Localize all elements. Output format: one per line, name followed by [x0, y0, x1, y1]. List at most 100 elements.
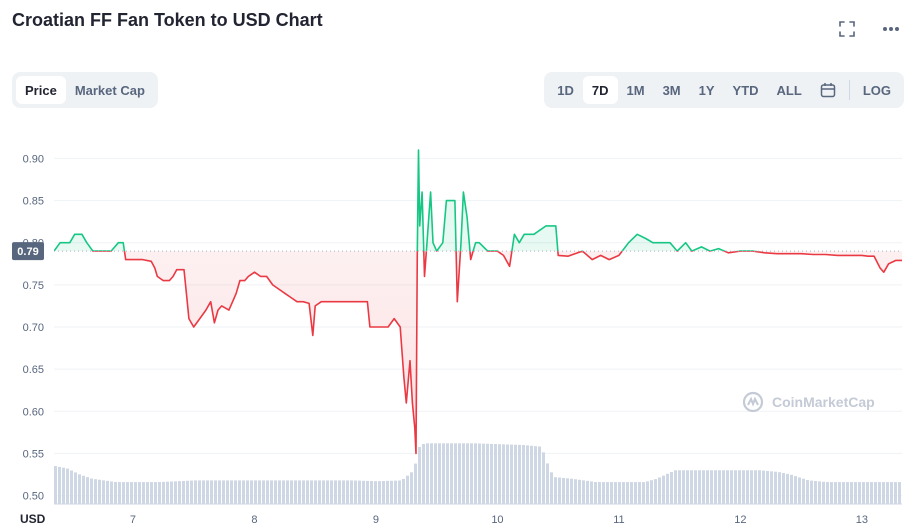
log-scale-button[interactable]: LOG [862, 82, 891, 98]
volume-bar [206, 480, 209, 504]
volume-bar [430, 443, 433, 504]
watermark: CoinMarketCap [742, 391, 875, 413]
volume-bar [766, 470, 769, 504]
volume-bar [686, 470, 689, 504]
calendar-icon[interactable] [811, 76, 845, 104]
volume-bar [398, 480, 401, 504]
volume-bar [174, 481, 177, 504]
volume-bar [726, 470, 729, 504]
volume-bar [510, 444, 513, 504]
volume-bar [94, 479, 97, 504]
volume-bar [858, 482, 861, 504]
volume-bar [538, 446, 541, 504]
volume-bar [890, 482, 893, 504]
range-all[interactable]: ALL [776, 82, 802, 98]
volume-bar [502, 444, 505, 504]
x-tick-label: 11 [613, 514, 624, 526]
volume-bar [762, 470, 765, 504]
volume-bar [542, 452, 545, 504]
volume-bar [666, 473, 669, 504]
range-1m[interactable]: 1M [626, 82, 645, 98]
volume-bar [62, 467, 65, 504]
volume-bar [634, 482, 637, 504]
volume-bar [178, 481, 181, 504]
price-line-above [54, 149, 759, 252]
volume-bar [662, 475, 665, 504]
volume-bar [238, 480, 241, 504]
volume-bar [314, 480, 317, 504]
volume-bar [406, 475, 409, 504]
volume-bar [226, 480, 229, 504]
volume-bar [734, 470, 737, 504]
y-tick-label: 0.75 [23, 280, 44, 292]
chart-actions [836, 18, 902, 40]
volume-bar [114, 481, 117, 504]
volume-bar [594, 481, 597, 504]
volume-bar [682, 470, 685, 504]
volume-bar [630, 482, 633, 504]
fullscreen-icon[interactable] [836, 18, 858, 40]
volume-bar [478, 443, 481, 504]
volume-bar [550, 472, 553, 504]
y-tick-label: 0.80 [23, 238, 44, 250]
volume-bar [610, 482, 613, 504]
volume-bar [166, 481, 169, 504]
volume-bar [194, 480, 197, 504]
volume-bar [894, 482, 897, 504]
volume-bar [310, 480, 313, 504]
volume-bar [458, 443, 461, 504]
reference-price-badge [12, 242, 44, 261]
range-ytd[interactable]: YTD [732, 82, 759, 98]
watermark-text: CoinMarketCap [772, 394, 875, 410]
volume-bar [82, 475, 85, 504]
volume-bar [466, 443, 469, 504]
volume-bar [462, 443, 465, 504]
volume-bar [250, 480, 253, 504]
more-horizontal-icon[interactable] [880, 18, 902, 40]
volume-bar [302, 480, 305, 504]
range-3m[interactable]: 3M [662, 82, 681, 98]
volume-bar [526, 445, 529, 504]
range-7d[interactable]: 7D [582, 76, 618, 104]
volume-bar [130, 482, 133, 504]
volume-bar [70, 470, 73, 504]
volume-bar [722, 470, 725, 504]
x-tick-label: 8 [251, 514, 257, 526]
volume-bar [162, 481, 165, 504]
volume-bar [846, 482, 849, 504]
range-1y[interactable]: 1Y [698, 82, 715, 98]
volume-bar [770, 471, 773, 504]
volume-bar [638, 482, 641, 504]
volume-bar [598, 482, 601, 504]
volume-bar [106, 480, 109, 504]
volume-bar [426, 443, 429, 504]
volume-bar [142, 482, 145, 504]
volume-bar [710, 470, 713, 504]
volume-bar [742, 470, 745, 504]
volume-bar [566, 478, 569, 504]
volume-bar [758, 470, 761, 504]
volume-bar [210, 480, 213, 504]
volume-bar [518, 444, 521, 504]
tab-market-cap[interactable]: Market Cap [74, 82, 145, 98]
volume-bar [390, 480, 393, 504]
coinmarketcap-logo-icon [742, 391, 764, 413]
volume-bar [650, 480, 653, 504]
volume-bar [334, 480, 337, 504]
volume-bar [358, 480, 361, 504]
volume-bar [338, 480, 341, 504]
volume-bar [262, 480, 265, 504]
volume-bar [222, 480, 225, 504]
x-tick-label: 7 [130, 514, 136, 526]
volume-bar [90, 478, 93, 504]
volume-bar [514, 444, 517, 504]
x-tick-label: 10 [491, 514, 503, 526]
volume-bar [862, 482, 865, 504]
volume-bar [738, 470, 741, 504]
tab-price[interactable]: Price [16, 76, 66, 104]
volume-bar [838, 482, 841, 504]
volume-bar [370, 481, 373, 504]
range-1d[interactable]: 1D [557, 82, 574, 98]
volume-bar [506, 444, 509, 504]
volume-bar [870, 482, 873, 504]
